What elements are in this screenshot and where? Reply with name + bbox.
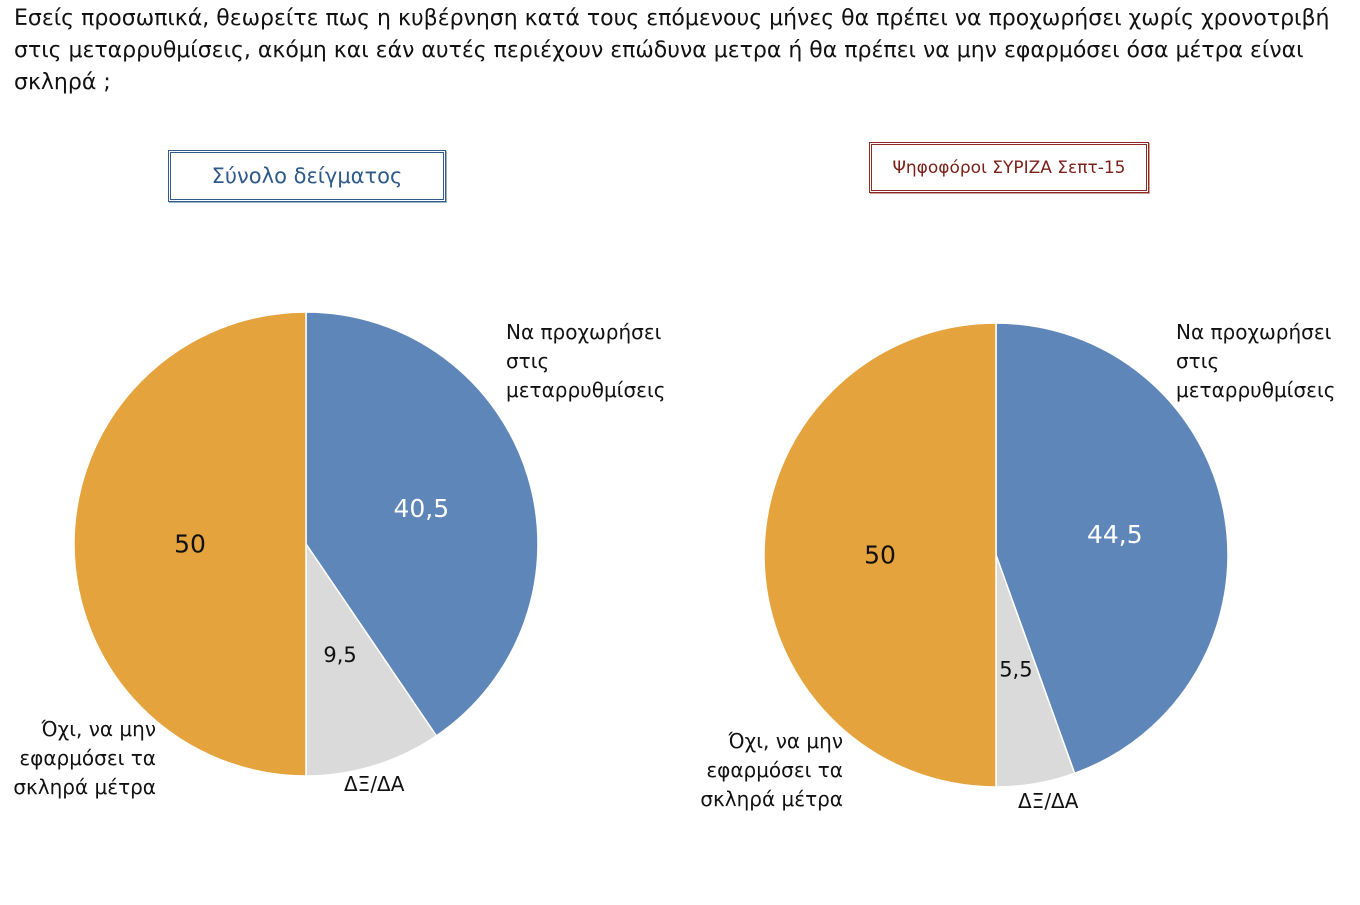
panel-label-total-sample: Σύνολο δείγματος xyxy=(168,150,446,202)
pie-value-label-dk: 9,5 xyxy=(323,643,356,667)
pie-value-label-reform: 44,5 xyxy=(1087,520,1143,549)
survey-question: Εσείς προσωπικά, θεωρείτε πως η κυβέρνησ… xyxy=(14,6,1330,95)
category-label-line: στις xyxy=(1176,349,1220,373)
pie-chart-total-sample: 40,5 9,5 50 xyxy=(73,311,539,777)
category-label-line: Όχι, να μην xyxy=(41,717,156,741)
category-label-line: εφαρμόσει τα xyxy=(706,758,843,782)
category-label-line: μεταρρυθμίσεις xyxy=(1176,378,1336,402)
pie-slice-reform xyxy=(995,322,1229,775)
category-label-line: Να προχωρήσει xyxy=(506,320,662,344)
pie-value-label-reform: 40,5 xyxy=(393,494,449,523)
pie-slice-no-harsh-measures xyxy=(73,311,307,777)
category-label-line: στις xyxy=(506,349,550,373)
category-label-line: ΔΞ/ΔΑ xyxy=(344,772,405,796)
category-label-line: Να προχωρήσει xyxy=(1176,320,1332,344)
category-label-line: σκληρά μέτρα xyxy=(13,775,156,799)
pie-chart-syriza-voters: 44,5 5,5 50 xyxy=(763,322,1229,788)
category-label-reform-syriza: Να προχωρήσει στις μεταρρυθμίσεις xyxy=(1176,318,1335,405)
pie-slice-no-harsh-measures xyxy=(763,322,997,788)
category-label-line: Όχι, να μην xyxy=(728,729,843,753)
category-label-line: εφαρμόσει τα xyxy=(19,746,156,770)
category-label-dk-syriza: ΔΞ/ΔΑ xyxy=(1018,787,1078,816)
category-label-line: μεταρρυθμίσεις xyxy=(506,378,666,402)
pie-value-label-dk: 5,5 xyxy=(999,657,1032,681)
pie-slice-reform xyxy=(305,311,539,737)
pie-slice-dk xyxy=(305,541,438,777)
category-label-no-syriza: Όχι, να μην εφαρμόσει τα σκληρά μέτρα xyxy=(700,727,843,814)
category-label-line: ΔΞ/ΔΑ xyxy=(1018,789,1079,813)
category-label-dk-total: ΔΞ/ΔΑ xyxy=(344,770,404,799)
category-label-reform-total: Να προχωρήσει στις μεταρρυθμίσεις xyxy=(506,318,665,405)
category-label-no-total: Όχι, να μην εφαρμόσει τα σκληρά μέτρα xyxy=(13,715,156,802)
pie-value-label-no-harsh-measures: 50 xyxy=(174,530,206,559)
category-label-line: σκληρά μέτρα xyxy=(700,787,843,811)
panel-label-syriza-voters: Ψηφοφόροι ΣΥΡΙΖΑ Σεπτ-15 xyxy=(869,142,1149,193)
pie-value-label-no-harsh-measures: 50 xyxy=(864,541,896,570)
